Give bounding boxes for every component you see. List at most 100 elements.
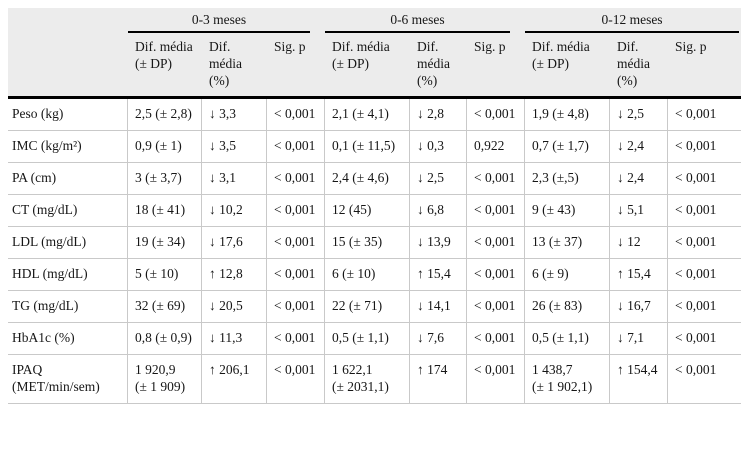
row-label: TG (mg/dL) (8, 291, 128, 323)
group-label: 0-3 meses (128, 11, 310, 33)
diff-mean-sd-cell: 22 (± 71) (325, 291, 410, 323)
table-row: HDL (mg/dL) 5 (± 10) ↑ 12,8 < 0,001 6 (± 10)… (8, 259, 742, 291)
sig-p-cell: < 0,001 (267, 163, 325, 195)
diff-mean-sd-cell: 0,5 (± 1,1) (325, 323, 410, 355)
diff-mean-sd-cell: 1,9 (± 4,8) (525, 99, 610, 131)
diff-mean-sd-cell: 1 920,9 (± 1 909) (128, 355, 202, 404)
sig-p-cell: < 0,001 (267, 131, 325, 163)
diff-mean-sd-cell: 9 (± 43) (525, 195, 610, 227)
sig-p-cell: < 0,001 (668, 259, 742, 291)
sig-p-cell: < 0,001 (467, 195, 525, 227)
diff-mean-pct-cell: ↓ 2,8 (410, 99, 467, 131)
diff-mean-sd-cell: 19 (± 34) (128, 227, 202, 259)
diff-mean-pct-cell: ↓ 20,5 (202, 291, 267, 323)
sig-p-cell: < 0,001 (668, 131, 742, 163)
table-header: 0-3 meses 0-6 meses 0-12 meses Dif. média … (8, 8, 742, 99)
sig-p-cell: < 0,001 (267, 323, 325, 355)
diff-mean-sd-cell: 0,8 (± 0,9) (128, 323, 202, 355)
sig-p-cell: < 0,001 (267, 259, 325, 291)
diff-mean-pct-cell: ↓ 5,1 (610, 195, 668, 227)
column-group-header: 0-12 meses (525, 8, 742, 33)
corner-cell (8, 8, 128, 99)
diff-mean-pct-cell: ↓ 3,1 (202, 163, 267, 195)
row-label: LDL (mg/dL) (8, 227, 128, 259)
row-label: IMC (kg/m²) (8, 131, 128, 163)
diff-mean-pct-header: Dif. média (%) (410, 33, 467, 99)
diff-mean-sd-cell: 18 (± 41) (128, 195, 202, 227)
diff-mean-sd-cell: 1 622,1 (± 2031,1) (325, 355, 410, 404)
sig-p-cell: < 0,001 (467, 259, 525, 291)
row-label: PA (cm) (8, 163, 128, 195)
diff-mean-sd-cell: 6 (± 10) (325, 259, 410, 291)
row-label: CT (mg/dL) (8, 195, 128, 227)
diff-mean-sd-cell: 32 (± 69) (128, 291, 202, 323)
sig-p-cell: < 0,001 (467, 355, 525, 404)
diff-mean-pct-cell: ↓ 14,1 (410, 291, 467, 323)
table-row: TG (mg/dL) 32 (± 69) ↓ 20,5 < 0,001 22 (± 71… (8, 291, 742, 323)
diff-mean-sd-cell: 12 (45) (325, 195, 410, 227)
diff-mean-sd-cell: 26 (± 83) (525, 291, 610, 323)
diff-mean-pct-cell: ↑ 206,1 (202, 355, 267, 404)
diff-mean-pct-cell: ↓ 2,5 (410, 163, 467, 195)
sig-p-cell: < 0,001 (467, 227, 525, 259)
sig-p-cell: < 0,001 (668, 291, 742, 323)
sig-p-header: Sig. p (668, 33, 742, 99)
diff-mean-pct-cell: ↓ 3,5 (202, 131, 267, 163)
sig-p-cell: < 0,001 (267, 355, 325, 404)
row-label: HbA1c (%) (8, 323, 128, 355)
diff-mean-pct-cell: ↓ 3,3 (202, 99, 267, 131)
diff-mean-sd-cell: 13 (± 37) (525, 227, 610, 259)
sig-p-cell: < 0,001 (668, 323, 742, 355)
sig-p-cell: < 0,001 (467, 323, 525, 355)
table-row: IMC (kg/m²) 0,9 (± 1) ↓ 3,5 < 0,001 0,1 (± 1… (8, 131, 742, 163)
table-body: Peso (kg) 2,5 (± 2,8) ↓ 3,3 < 0,001 2,1 (± 4… (8, 99, 742, 404)
sig-p-cell: < 0,001 (467, 163, 525, 195)
diff-mean-sd-cell: 2,5 (± 2,8) (128, 99, 202, 131)
diff-mean-pct-cell: ↓ 10,2 (202, 195, 267, 227)
row-label: Peso (kg) (8, 99, 128, 131)
diff-mean-pct-cell: ↑ 154,4 (610, 355, 668, 404)
diff-mean-sd-header: Dif. média (± DP) (325, 33, 410, 99)
diff-mean-sd-cell: 0,7 (± 1,7) (525, 131, 610, 163)
sig-p-cell: 0,922 (467, 131, 525, 163)
sig-p-cell: < 0,001 (267, 195, 325, 227)
diff-mean-pct-cell: ↑ 174 (410, 355, 467, 404)
table-row: IPAQ (MET/min/sem) 1 920,9 (± 1 909) ↑ 206… (8, 355, 742, 404)
results-table: 0-3 meses 0-6 meses 0-12 meses Dif. média … (8, 8, 742, 404)
sig-p-cell: < 0,001 (668, 227, 742, 259)
diff-mean-sd-cell: 5 (± 10) (128, 259, 202, 291)
diff-mean-pct-cell: ↓ 2,4 (610, 163, 668, 195)
diff-mean-pct-cell: ↓ 12 (610, 227, 668, 259)
table-row: PA (cm) 3 (± 3,7) ↓ 3,1 < 0,001 2,4 (± 4,6) ↓… (8, 163, 742, 195)
diff-mean-sd-cell: 0,1 (± 11,5) (325, 131, 410, 163)
sig-p-header: Sig. p (467, 33, 525, 99)
diff-mean-sd-cell: 6 (± 9) (525, 259, 610, 291)
sig-p-cell: < 0,001 (467, 99, 525, 131)
diff-mean-pct-cell: ↓ 6,8 (410, 195, 467, 227)
sub-header-row: Dif. média (± DP) Dif. média (%) Sig. p Dif… (8, 33, 742, 99)
sig-p-cell: < 0,001 (267, 291, 325, 323)
diff-mean-pct-cell: ↓ 2,4 (610, 131, 668, 163)
sig-p-cell: < 0,001 (668, 195, 742, 227)
diff-mean-pct-header: Dif. média (%) (202, 33, 267, 99)
column-group-header: 0-6 meses (325, 8, 525, 33)
diff-mean-sd-header: Dif. média (± DP) (525, 33, 610, 99)
diff-mean-pct-cell: ↓ 0,3 (410, 131, 467, 163)
diff-mean-pct-cell: ↑ 15,4 (410, 259, 467, 291)
sig-p-cell: < 0,001 (668, 163, 742, 195)
diff-mean-pct-cell: ↑ 15,4 (610, 259, 668, 291)
page: 0-3 meses 0-6 meses 0-12 meses Dif. média … (8, 8, 742, 404)
diff-mean-pct-cell: ↑ 12,8 (202, 259, 267, 291)
diff-mean-sd-cell: 2,3 (±,5) (525, 163, 610, 195)
diff-mean-sd-cell: 0,5 (± 1,1) (525, 323, 610, 355)
sig-p-cell: < 0,001 (668, 99, 742, 131)
diff-mean-pct-cell: ↓ 7,1 (610, 323, 668, 355)
diff-mean-sd-cell: 1 438,7 (± 1 902,1) (525, 355, 610, 404)
diff-mean-sd-cell: 2,4 (± 4,6) (325, 163, 410, 195)
column-group-header: 0-3 meses (128, 8, 325, 33)
diff-mean-pct-cell: ↓ 7,6 (410, 323, 467, 355)
row-label: HDL (mg/dL) (8, 259, 128, 291)
row-label: IPAQ (MET/min/sem) (8, 355, 128, 404)
diff-mean-pct-cell: ↓ 11,3 (202, 323, 267, 355)
diff-mean-pct-cell: ↓ 13,9 (410, 227, 467, 259)
